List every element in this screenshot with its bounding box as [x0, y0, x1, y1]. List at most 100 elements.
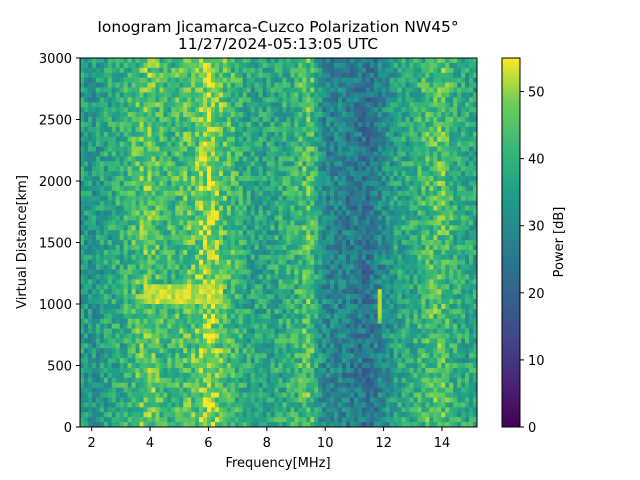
heatmap-cell — [143, 67, 148, 74]
heatmap-cell — [393, 235, 398, 241]
heatmap-cell — [294, 181, 299, 187]
heatmap-cell — [258, 58, 263, 64]
heatmap-cell — [413, 121, 418, 128]
heatmap-cell — [369, 171, 375, 177]
heatmap-cell — [171, 299, 176, 305]
heatmap-cell — [457, 72, 462, 78]
heatmap-cell — [246, 220, 252, 226]
heatmap-cell — [465, 176, 470, 182]
heatmap-cell — [365, 230, 371, 236]
heatmap-cell — [230, 151, 236, 157]
heatmap-cell — [294, 294, 299, 300]
heatmap-cell — [294, 264, 299, 270]
heatmap-cell — [306, 235, 311, 241]
heatmap-cell — [187, 279, 192, 285]
heatmap-cell — [330, 240, 335, 246]
heatmap-cell — [381, 62, 386, 69]
heatmap-cell — [91, 62, 97, 69]
heatmap-cell — [119, 176, 124, 182]
heatmap-cell — [254, 215, 259, 221]
heatmap-cell — [413, 200, 418, 206]
heatmap-cell — [238, 102, 244, 108]
heatmap-cell — [401, 72, 406, 78]
heatmap-cell — [401, 107, 406, 113]
heatmap-cell — [417, 141, 422, 147]
heatmap-cell — [119, 200, 124, 206]
heatmap-cell — [342, 82, 347, 88]
heatmap-cell — [361, 156, 367, 162]
heatmap-cell — [429, 225, 434, 231]
heatmap-cell — [119, 230, 124, 236]
heatmap-cell — [401, 235, 406, 241]
heatmap-cell — [417, 136, 422, 142]
heatmap-cell — [445, 126, 450, 133]
heatmap-cell — [83, 58, 89, 64]
heatmap-cell — [409, 87, 414, 93]
heatmap-cell — [425, 185, 430, 192]
heatmap-cell — [207, 269, 212, 275]
heatmap-cell — [457, 156, 462, 162]
heatmap-cell — [242, 117, 248, 123]
heatmap-cell — [417, 82, 422, 88]
heatmap-cell — [326, 215, 331, 221]
heatmap-cell — [385, 136, 390, 142]
heatmap-cell — [199, 220, 204, 226]
heatmap-cell — [83, 161, 89, 167]
heatmap-cell — [175, 161, 180, 167]
heatmap-cell — [179, 131, 184, 138]
heatmap-cell — [345, 77, 351, 83]
heatmap-cell — [83, 190, 89, 197]
heatmap-cell — [167, 121, 172, 128]
heatmap-cell — [191, 264, 196, 270]
heatmap-cell — [417, 269, 422, 275]
heatmap-cell — [449, 176, 454, 182]
heatmap-cell — [123, 269, 128, 275]
heatmap-cell — [246, 141, 252, 147]
heatmap-cell — [298, 249, 303, 256]
heatmap-cell — [230, 77, 236, 83]
heatmap-cell — [290, 141, 295, 147]
heatmap-cell — [103, 146, 109, 152]
heatmap-cell — [457, 279, 462, 285]
heatmap-cell — [119, 259, 124, 265]
heatmap-cell — [242, 87, 248, 93]
heatmap-cell — [103, 151, 109, 157]
heatmap-cell — [425, 200, 430, 206]
heatmap-cell — [183, 176, 188, 182]
heatmap-cell — [203, 195, 208, 201]
heatmap-cell — [385, 141, 390, 147]
heatmap-cell — [314, 58, 319, 64]
heatmap-cell — [349, 259, 355, 265]
heatmap-cell — [95, 141, 101, 147]
heatmap-cell — [123, 136, 128, 142]
heatmap-cell — [461, 289, 466, 295]
heatmap-cell — [195, 82, 200, 88]
heatmap-cell — [163, 121, 168, 128]
heatmap-cell — [214, 112, 220, 118]
heatmap-cell — [373, 259, 379, 265]
heatmap-cell — [310, 235, 315, 241]
heatmap-cell — [123, 249, 128, 256]
heatmap-cell — [393, 107, 398, 113]
heatmap-cell — [310, 299, 315, 305]
heatmap-cell — [238, 77, 244, 83]
heatmap-cell — [369, 225, 375, 231]
heatmap-cell — [234, 156, 240, 162]
heatmap-cell — [195, 279, 200, 285]
heatmap-cell — [83, 259, 89, 265]
heatmap-cell — [298, 58, 303, 64]
heatmap-cell — [159, 67, 164, 74]
heatmap-cell — [457, 58, 462, 64]
heatmap-cell — [147, 62, 152, 69]
heatmap-cell — [187, 166, 192, 172]
heatmap-cell — [218, 244, 224, 251]
heatmap-cell — [469, 107, 474, 113]
heatmap-cell — [258, 77, 263, 83]
heatmap-cell — [115, 230, 120, 236]
heatmap-cell — [353, 284, 359, 290]
heatmap-cell — [266, 161, 271, 167]
heatmap-cell — [91, 131, 97, 138]
heatmap-cell — [258, 151, 263, 157]
heatmap-cell — [445, 136, 450, 142]
heatmap-cell — [425, 112, 430, 118]
